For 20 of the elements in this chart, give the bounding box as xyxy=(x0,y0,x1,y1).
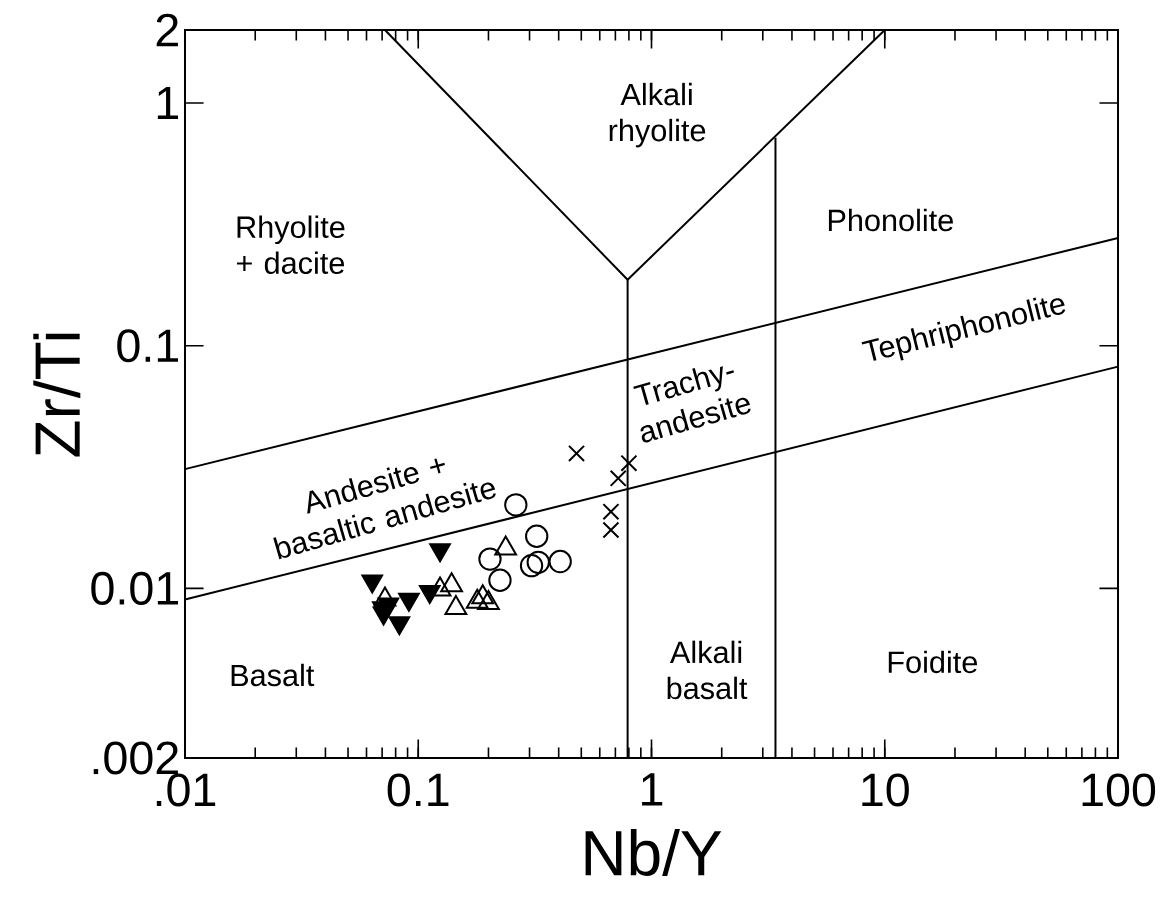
y-tick-label: 0.1 xyxy=(117,329,178,363)
annotation: Trachy-andesite xyxy=(633,366,751,443)
annotation: Alkali basalt xyxy=(667,640,748,700)
y-tick-label: 2 xyxy=(156,13,178,47)
annotation: Basalt xyxy=(231,663,315,687)
x-tick-label: .01 xyxy=(156,773,216,807)
x-tick-label: 10 xyxy=(862,773,909,807)
x-tick-label: 100 xyxy=(1082,773,1156,807)
x-axis-title: Nb/Y xyxy=(585,828,722,876)
annotation: Alkali rhyolite xyxy=(609,82,706,148)
y-axis-title: Zr/Ti xyxy=(33,333,81,457)
y-tick-label: 0.01 xyxy=(91,571,178,605)
annotation: Andesite + basaltic andesite xyxy=(273,458,496,560)
x-tick-label: 1 xyxy=(642,773,663,806)
y-tick-label: 1 xyxy=(157,86,178,120)
annotation: Phonolite xyxy=(828,208,953,232)
x-tick-label: 0.1 xyxy=(387,773,449,807)
annotation: Rhyolite + dacite xyxy=(236,215,345,275)
annotation: Foidite xyxy=(888,650,977,674)
y-tick-label: .002 xyxy=(93,741,178,775)
